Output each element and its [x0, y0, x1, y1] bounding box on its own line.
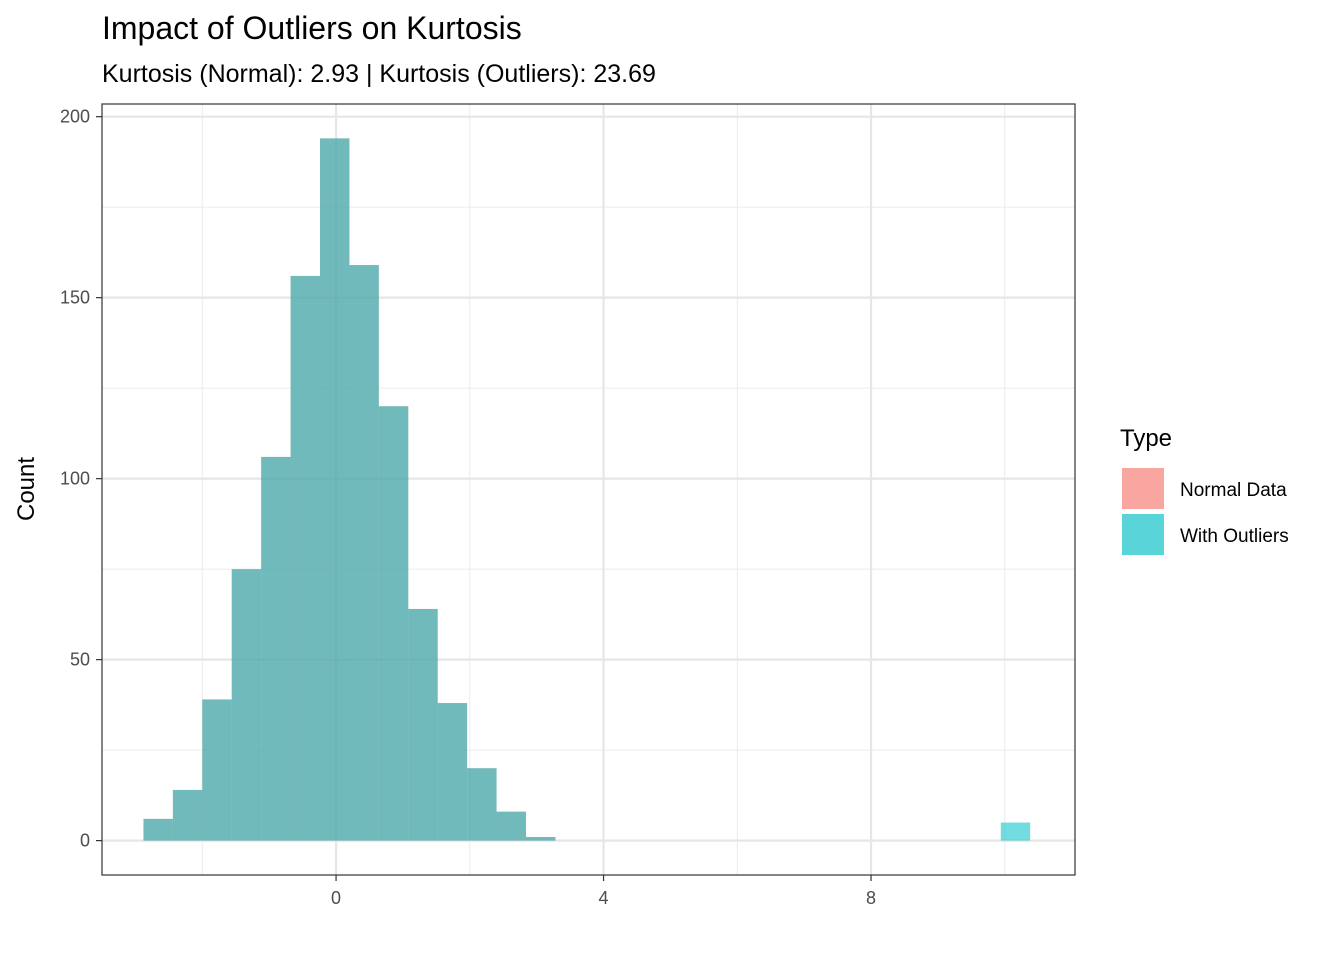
- bar-with-outliers: [320, 138, 350, 841]
- bar-with-outliers: [349, 265, 379, 841]
- bar-with-outliers: [202, 699, 232, 841]
- legend-label: With Outliers: [1180, 526, 1289, 547]
- y-tick-label: 200: [60, 107, 90, 127]
- bar-with-outliers: [525, 836, 556, 841]
- y-tick-label: 100: [60, 469, 90, 489]
- legend-label: Normal Data: [1180, 480, 1287, 501]
- bar-with-outliers: [467, 768, 497, 841]
- y-tick-label: 150: [60, 288, 90, 308]
- bar-with-outliers: [172, 789, 203, 841]
- bar-with-outliers: [143, 818, 173, 841]
- y-tick-label: 0: [80, 831, 90, 851]
- histogram-bars: [143, 138, 1031, 841]
- x-tick-label: 4: [599, 888, 609, 908]
- legend-key: [1122, 514, 1164, 555]
- bar-with-outliers: [378, 406, 409, 841]
- bar-with-outliers: [231, 569, 262, 841]
- legend: Type Normal Data With Outliers: [1120, 425, 1289, 556]
- legend-title: Type: [1120, 425, 1172, 452]
- legend-key: [1122, 468, 1164, 509]
- bar-with-outliers: [408, 608, 438, 841]
- y-axis-title: Count: [13, 457, 40, 521]
- bar-with-outliers: [290, 275, 321, 841]
- bar-with-outliers: [261, 456, 291, 841]
- plot-border: [101, 103, 1076, 876]
- axes: 0 50 100 150 200 0 4 8: [60, 107, 876, 908]
- chart-subtitle: Kurtosis (Normal): 2.93 | Kurtosis (Outl…: [102, 60, 656, 88]
- bar-with-outliers: [437, 703, 468, 841]
- x-tick-label: 0: [331, 888, 341, 908]
- x-tick-label: 8: [866, 888, 876, 908]
- y-tick-label: 50: [70, 650, 90, 670]
- chart-title: Impact of Outliers on Kurtosis: [102, 10, 522, 46]
- bar-with-outliers: [1000, 822, 1031, 841]
- bar-with-outliers: [496, 811, 526, 841]
